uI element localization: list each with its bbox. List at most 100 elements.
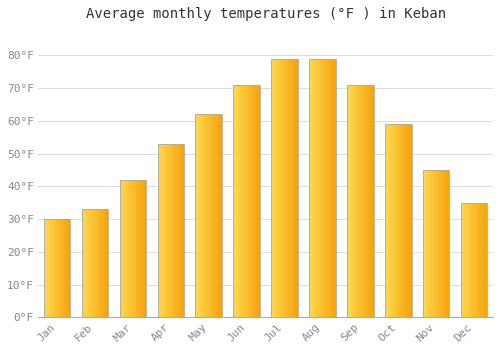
Bar xyxy=(401,124,402,317)
Bar xyxy=(309,58,310,317)
Bar xyxy=(89,209,90,317)
Bar xyxy=(246,85,248,317)
Bar xyxy=(366,85,368,317)
Bar xyxy=(365,85,366,317)
Bar xyxy=(358,85,360,317)
Bar xyxy=(478,203,480,317)
Bar xyxy=(126,180,128,317)
Bar xyxy=(295,58,296,317)
Bar xyxy=(200,114,201,317)
Bar xyxy=(214,114,215,317)
Bar xyxy=(481,203,482,317)
Bar xyxy=(461,203,487,317)
Bar xyxy=(86,209,87,317)
Bar xyxy=(484,203,486,317)
Bar xyxy=(96,209,97,317)
Bar xyxy=(335,58,336,317)
Bar xyxy=(466,203,467,317)
Bar xyxy=(314,58,316,317)
Bar xyxy=(325,58,326,317)
Bar xyxy=(430,170,431,317)
Bar xyxy=(280,58,281,317)
Bar xyxy=(206,114,207,317)
Bar xyxy=(215,114,216,317)
Bar xyxy=(205,114,206,317)
Bar xyxy=(93,209,94,317)
Bar xyxy=(125,180,126,317)
Bar xyxy=(347,85,374,317)
Bar xyxy=(332,58,333,317)
Bar xyxy=(275,58,276,317)
Bar xyxy=(474,203,475,317)
Bar xyxy=(361,85,362,317)
Bar xyxy=(326,58,327,317)
Bar xyxy=(161,144,162,317)
Bar xyxy=(354,85,355,317)
Bar xyxy=(434,170,436,317)
Bar xyxy=(448,170,450,317)
Bar xyxy=(168,144,169,317)
Bar xyxy=(208,114,209,317)
Bar xyxy=(142,180,144,317)
Bar xyxy=(480,203,481,317)
Bar xyxy=(393,124,394,317)
Bar xyxy=(400,124,401,317)
Bar xyxy=(103,209,104,317)
Bar xyxy=(438,170,439,317)
Bar xyxy=(477,203,478,317)
Bar xyxy=(439,170,440,317)
Bar xyxy=(196,114,198,317)
Bar xyxy=(432,170,434,317)
Bar xyxy=(472,203,474,317)
Bar xyxy=(87,209,88,317)
Bar xyxy=(473,203,474,317)
Bar xyxy=(350,85,352,317)
Bar xyxy=(391,124,392,317)
Bar xyxy=(423,170,424,317)
Bar xyxy=(370,85,371,317)
Bar xyxy=(467,203,468,317)
Bar xyxy=(283,58,284,317)
Bar xyxy=(198,114,199,317)
Bar xyxy=(131,180,132,317)
Bar xyxy=(160,144,161,317)
Bar xyxy=(390,124,391,317)
Bar xyxy=(442,170,444,317)
Bar xyxy=(436,170,437,317)
Bar xyxy=(424,170,426,317)
Bar xyxy=(130,180,131,317)
Bar xyxy=(250,85,251,317)
Bar xyxy=(210,114,212,317)
Bar xyxy=(394,124,395,317)
Bar xyxy=(360,85,362,317)
Bar xyxy=(290,58,291,317)
Bar xyxy=(368,85,369,317)
Bar xyxy=(274,58,275,317)
Bar xyxy=(363,85,364,317)
Bar xyxy=(287,58,288,317)
Bar xyxy=(259,85,260,317)
Bar xyxy=(169,144,170,317)
Bar xyxy=(392,124,393,317)
Bar xyxy=(284,58,286,317)
Bar xyxy=(95,209,96,317)
Bar xyxy=(237,85,238,317)
Bar xyxy=(92,209,93,317)
Bar xyxy=(446,170,447,317)
Bar xyxy=(234,85,260,317)
Bar xyxy=(352,85,354,317)
Bar xyxy=(399,124,400,317)
Bar xyxy=(220,114,221,317)
Bar xyxy=(124,180,125,317)
Bar xyxy=(144,180,146,317)
Bar xyxy=(470,203,472,317)
Bar xyxy=(177,144,178,317)
Bar xyxy=(240,85,242,317)
Bar xyxy=(90,209,92,317)
Bar xyxy=(282,58,283,317)
Bar xyxy=(183,144,184,317)
Bar xyxy=(245,85,246,317)
Bar xyxy=(428,170,429,317)
Bar xyxy=(52,219,54,317)
Bar xyxy=(51,219,52,317)
